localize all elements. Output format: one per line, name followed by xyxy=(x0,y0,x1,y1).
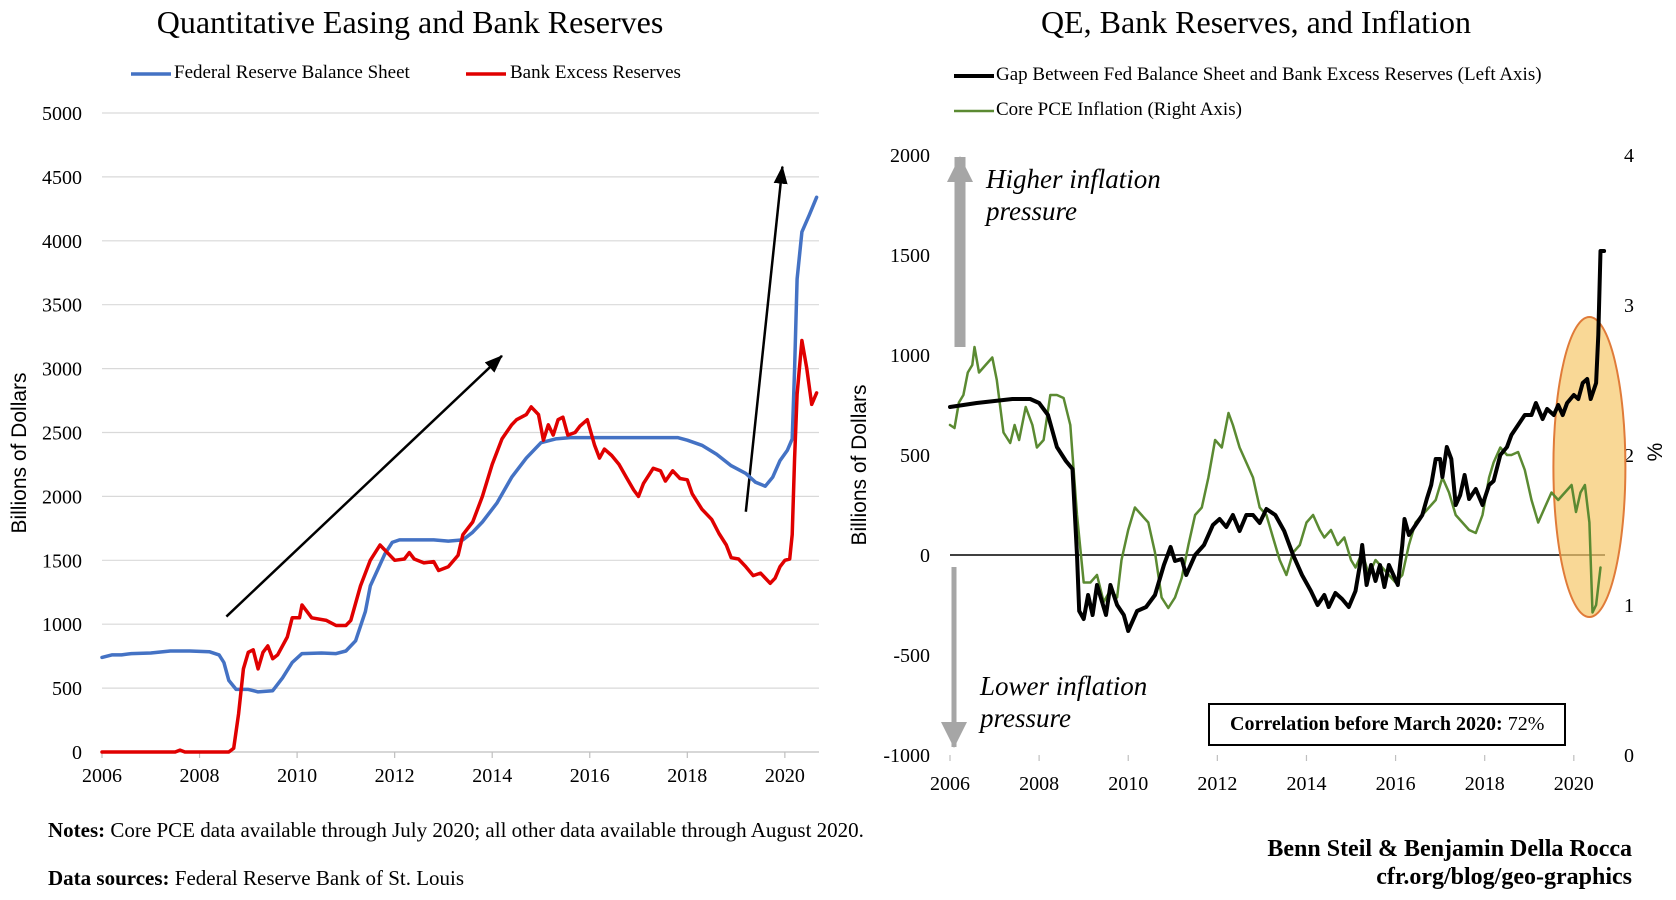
right-y-tick-1000: 1000 xyxy=(890,345,930,367)
left-y-tick-4500: 4500 xyxy=(42,167,82,189)
left-y-tick-1000: 1000 xyxy=(42,614,82,636)
right-x-tick-2016: 2016 xyxy=(1376,773,1416,795)
right-legend-label-gap: Gap Between Fed Balance Sheet and Bank E… xyxy=(996,64,1542,85)
left-x-tick-2006: 2006 xyxy=(82,765,122,787)
left-x-tick-2018: 2018 xyxy=(667,765,707,787)
footer-notes: Notes: Core PCE data available through J… xyxy=(48,818,864,843)
correlation-label: Correlation before March 2020: xyxy=(1230,713,1503,735)
footer-authors: Benn Steil & Benjamin Della Rocca xyxy=(1267,836,1632,862)
right-y2-tick-3: 3 xyxy=(1624,295,1634,317)
right-y2-tick-0: 0 xyxy=(1624,745,1634,767)
left-x-tick-2008: 2008 xyxy=(180,765,220,787)
right-y-axis-label: Billions of Dollars xyxy=(848,384,871,546)
left-y-tick-0: 0 xyxy=(72,742,82,764)
left-series-line-fed xyxy=(100,195,819,694)
right-x-tick-2020: 2020 xyxy=(1554,773,1594,795)
left-x-tick-2020: 2020 xyxy=(765,765,805,787)
highlight-ellipse xyxy=(1552,316,1627,618)
left-y-tick-2500: 2500 xyxy=(42,423,82,445)
right-y-tick-2000: 2000 xyxy=(890,145,930,167)
left-y-tick-3000: 3000 xyxy=(42,359,82,381)
right-y-tick--1000: -1000 xyxy=(883,745,930,767)
footer-sources: Data sources: Federal Reserve Bank of St… xyxy=(48,866,464,891)
sources-text: Federal Reserve Bank of St. Louis xyxy=(174,866,465,890)
right-x-tick-2010: 2010 xyxy=(1108,773,1148,795)
right-x-tick-2018: 2018 xyxy=(1465,773,1505,795)
left-legend-label-fed: Federal Reserve Balance Sheet xyxy=(174,62,410,83)
left-y-tick-2000: 2000 xyxy=(42,486,82,508)
correlation-value: 72% xyxy=(1507,713,1545,735)
footer-site: cfr.org/blog/geo-graphics xyxy=(1376,864,1632,890)
right-y-tick--500: -500 xyxy=(893,645,930,667)
left-trend-arrow-1 xyxy=(225,354,503,618)
left-y-axis-label: Billions of Dollars xyxy=(8,372,31,534)
left-x-tick-2010: 2010 xyxy=(277,765,317,787)
right-series-line-gap xyxy=(948,249,1607,633)
left-y-tick-500: 500 xyxy=(52,678,82,700)
right-y-tick-0: 0 xyxy=(920,545,930,567)
right-y2-tick-1: 1 xyxy=(1624,595,1634,617)
correlation-box: Correlation before March 2020: 72% xyxy=(1208,703,1567,746)
right-y2-tick-4: 4 xyxy=(1624,145,1634,167)
right-x-tick-2008: 2008 xyxy=(1019,773,1059,795)
right-y2-tick-2: 2 xyxy=(1624,445,1634,467)
right-y-tick-1500: 1500 xyxy=(890,245,930,267)
annotation-lower-inflation: Lower inflation pressure xyxy=(980,671,1148,733)
left-x-tick-2016: 2016 xyxy=(570,765,610,787)
notes-text: Core PCE data available through July 202… xyxy=(110,818,864,842)
left-legend-label-reserves: Bank Excess Reserves xyxy=(510,62,681,83)
left-y-tick-5000: 5000 xyxy=(42,103,82,125)
right-series-line-pce xyxy=(948,345,1602,614)
left-y-tick-3500: 3500 xyxy=(42,295,82,317)
left-trend-arrow-2 xyxy=(744,165,788,512)
left-y-tick-4000: 4000 xyxy=(42,231,82,253)
sources-label: Data sources: xyxy=(48,866,170,890)
annotation-higher-inflation: Higher inflation pressure xyxy=(986,164,1161,226)
right-chart-title: QE, Bank Reserves, and Inflation xyxy=(1040,4,1472,40)
left-y-tick-1500: 1500 xyxy=(42,550,82,572)
right-legend-label-pce: Core PCE Inflation (Right Axis) xyxy=(996,99,1242,120)
right-x-tick-2014: 2014 xyxy=(1286,773,1326,795)
left-chart-title: Quantitative Easing and Bank Reserves xyxy=(156,4,664,40)
right-x-tick-2006: 2006 xyxy=(930,773,970,795)
right-y-axis-label-right: % xyxy=(1644,442,1667,462)
right-y-tick-500: 500 xyxy=(900,445,930,467)
left-series-line-reserves xyxy=(100,338,819,754)
left-x-tick-2014: 2014 xyxy=(472,765,512,787)
left-x-tick-2012: 2012 xyxy=(375,765,415,787)
right-x-tick-2012: 2012 xyxy=(1197,773,1237,795)
notes-label: Notes: xyxy=(48,818,106,842)
